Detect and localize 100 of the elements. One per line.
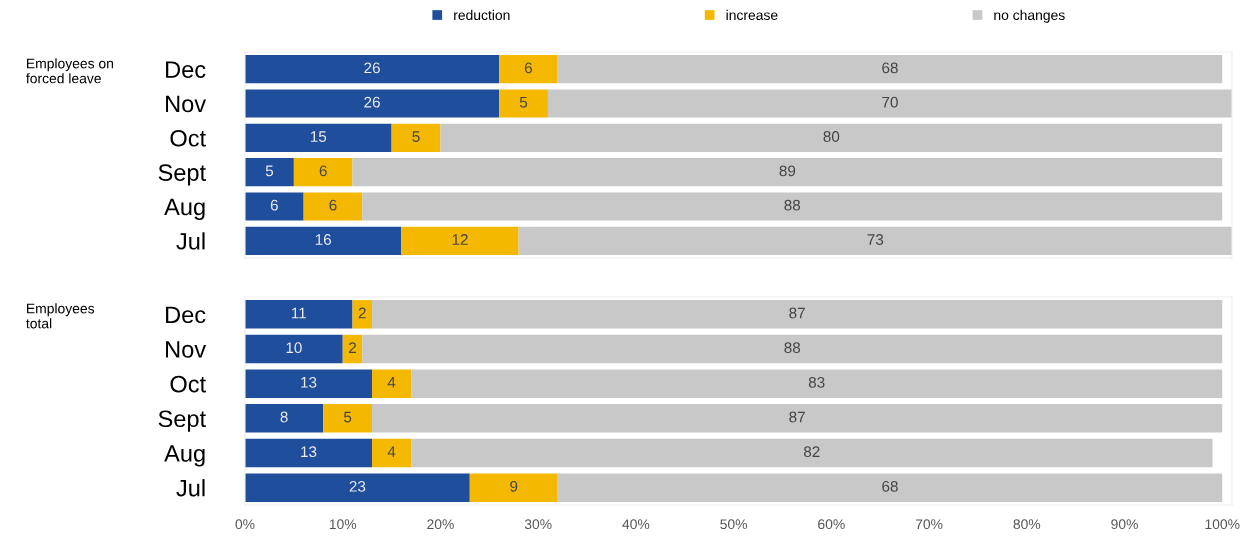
y-tick-label: Jul bbox=[176, 479, 205, 497]
data-label: 13 bbox=[301, 376, 317, 388]
y-tick-label: Aug bbox=[164, 198, 205, 220]
data-label: 6 bbox=[270, 199, 278, 211]
data-label: 5 bbox=[412, 131, 420, 142]
bar bbox=[245, 226, 402, 255]
y-tick-label: Nov bbox=[166, 95, 207, 113]
bar bbox=[245, 192, 304, 221]
data-label: 11 bbox=[291, 307, 306, 319]
bar bbox=[293, 158, 353, 187]
data-label: 4 bbox=[387, 377, 396, 388]
bar bbox=[245, 438, 373, 468]
bar bbox=[245, 158, 294, 187]
y-tick-label: Sept bbox=[158, 164, 206, 186]
data-label: 83 bbox=[808, 376, 825, 388]
data-label: 13 bbox=[301, 446, 317, 458]
bar bbox=[245, 123, 392, 152]
bar bbox=[245, 404, 324, 433]
bar bbox=[372, 404, 1223, 433]
bar bbox=[557, 473, 1223, 502]
bar bbox=[245, 89, 500, 118]
data-label: 23 bbox=[349, 480, 366, 492]
legend-label: no changes bbox=[994, 9, 1065, 23]
bar bbox=[245, 473, 470, 502]
bar bbox=[245, 334, 343, 364]
data-label: 68 bbox=[882, 480, 898, 492]
data-label: 5 bbox=[343, 411, 352, 423]
bar bbox=[469, 473, 558, 502]
bar bbox=[440, 123, 1223, 152]
legend-label: reduction bbox=[454, 9, 510, 21]
bar bbox=[372, 438, 412, 468]
data-label: 6 bbox=[329, 199, 337, 211]
bar bbox=[547, 89, 1232, 118]
data-label: 5 bbox=[519, 96, 528, 108]
bar bbox=[342, 334, 363, 364]
legend-label: increase bbox=[726, 9, 778, 21]
bar bbox=[245, 55, 500, 84]
y-tick-label: Oct bbox=[170, 375, 206, 393]
x-tick-label: 40% bbox=[622, 519, 650, 530]
data-label: 26 bbox=[364, 96, 380, 108]
data-label: 10 bbox=[286, 342, 302, 354]
bar bbox=[499, 55, 558, 84]
x-tick-label: 50% bbox=[720, 519, 748, 530]
data-label: 70 bbox=[882, 96, 898, 108]
bar bbox=[362, 192, 1223, 221]
bar bbox=[557, 55, 1223, 84]
bar bbox=[372, 369, 412, 398]
bar bbox=[499, 89, 548, 118]
bar bbox=[323, 404, 373, 433]
data-label: 82 bbox=[803, 446, 820, 458]
x-tick-label: 100% bbox=[1205, 519, 1240, 530]
data-label: 26 bbox=[364, 62, 380, 74]
bar bbox=[411, 438, 1213, 468]
bar bbox=[245, 369, 373, 398]
x-tick-label: 10% bbox=[329, 519, 357, 530]
data-label: 15 bbox=[310, 131, 327, 142]
bar bbox=[518, 226, 1232, 255]
data-label: 2 bbox=[349, 342, 356, 353]
y-tick-label: Sept bbox=[158, 410, 206, 432]
bar bbox=[391, 123, 441, 152]
data-label: 88 bbox=[784, 342, 801, 354]
y-tick-label: Dec bbox=[166, 306, 206, 324]
y-tick-label: Jul bbox=[176, 232, 205, 250]
x-tick-label: 30% bbox=[524, 519, 552, 530]
data-label: 88 bbox=[784, 199, 801, 211]
y-tick-label: Nov bbox=[166, 341, 207, 358]
data-label: 16 bbox=[315, 234, 331, 245]
data-label: 4 bbox=[387, 446, 396, 457]
x-tick-label: 0% bbox=[235, 519, 255, 530]
data-label: 73 bbox=[867, 234, 884, 245]
data-label: 9 bbox=[510, 480, 518, 492]
x-tick-label: 70% bbox=[915, 519, 943, 530]
data-label: 80 bbox=[823, 131, 840, 142]
bar bbox=[372, 300, 1223, 329]
data-label: 87 bbox=[789, 307, 805, 319]
data-label: 87 bbox=[789, 411, 805, 423]
y-tick-label: Oct bbox=[170, 129, 206, 147]
bar bbox=[245, 300, 353, 329]
bar bbox=[362, 334, 1223, 364]
text: Employees on forced leave bbox=[26, 58, 113, 84]
data-label: 6 bbox=[319, 165, 327, 177]
data-label: 8 bbox=[280, 411, 288, 423]
data-label: 2 bbox=[358, 307, 366, 319]
bar bbox=[401, 226, 519, 255]
y-tick-label: Aug bbox=[164, 445, 205, 467]
text: Employees total bbox=[26, 303, 95, 329]
x-tick-label: 60% bbox=[818, 519, 845, 530]
bar bbox=[303, 192, 363, 221]
bar bbox=[411, 369, 1223, 398]
data-label: 12 bbox=[452, 234, 468, 245]
y-tick-label: Dec bbox=[166, 61, 206, 78]
data-label: 6 bbox=[524, 62, 532, 74]
x-tick-label: 90% bbox=[1111, 519, 1138, 530]
x-tick-label: 20% bbox=[427, 519, 454, 530]
x-tick-label: 80% bbox=[1013, 519, 1041, 530]
bar bbox=[352, 158, 1223, 187]
bar bbox=[352, 300, 373, 329]
data-label: 68 bbox=[882, 62, 898, 74]
data-label: 89 bbox=[779, 165, 796, 177]
data-label: 5 bbox=[265, 165, 274, 177]
